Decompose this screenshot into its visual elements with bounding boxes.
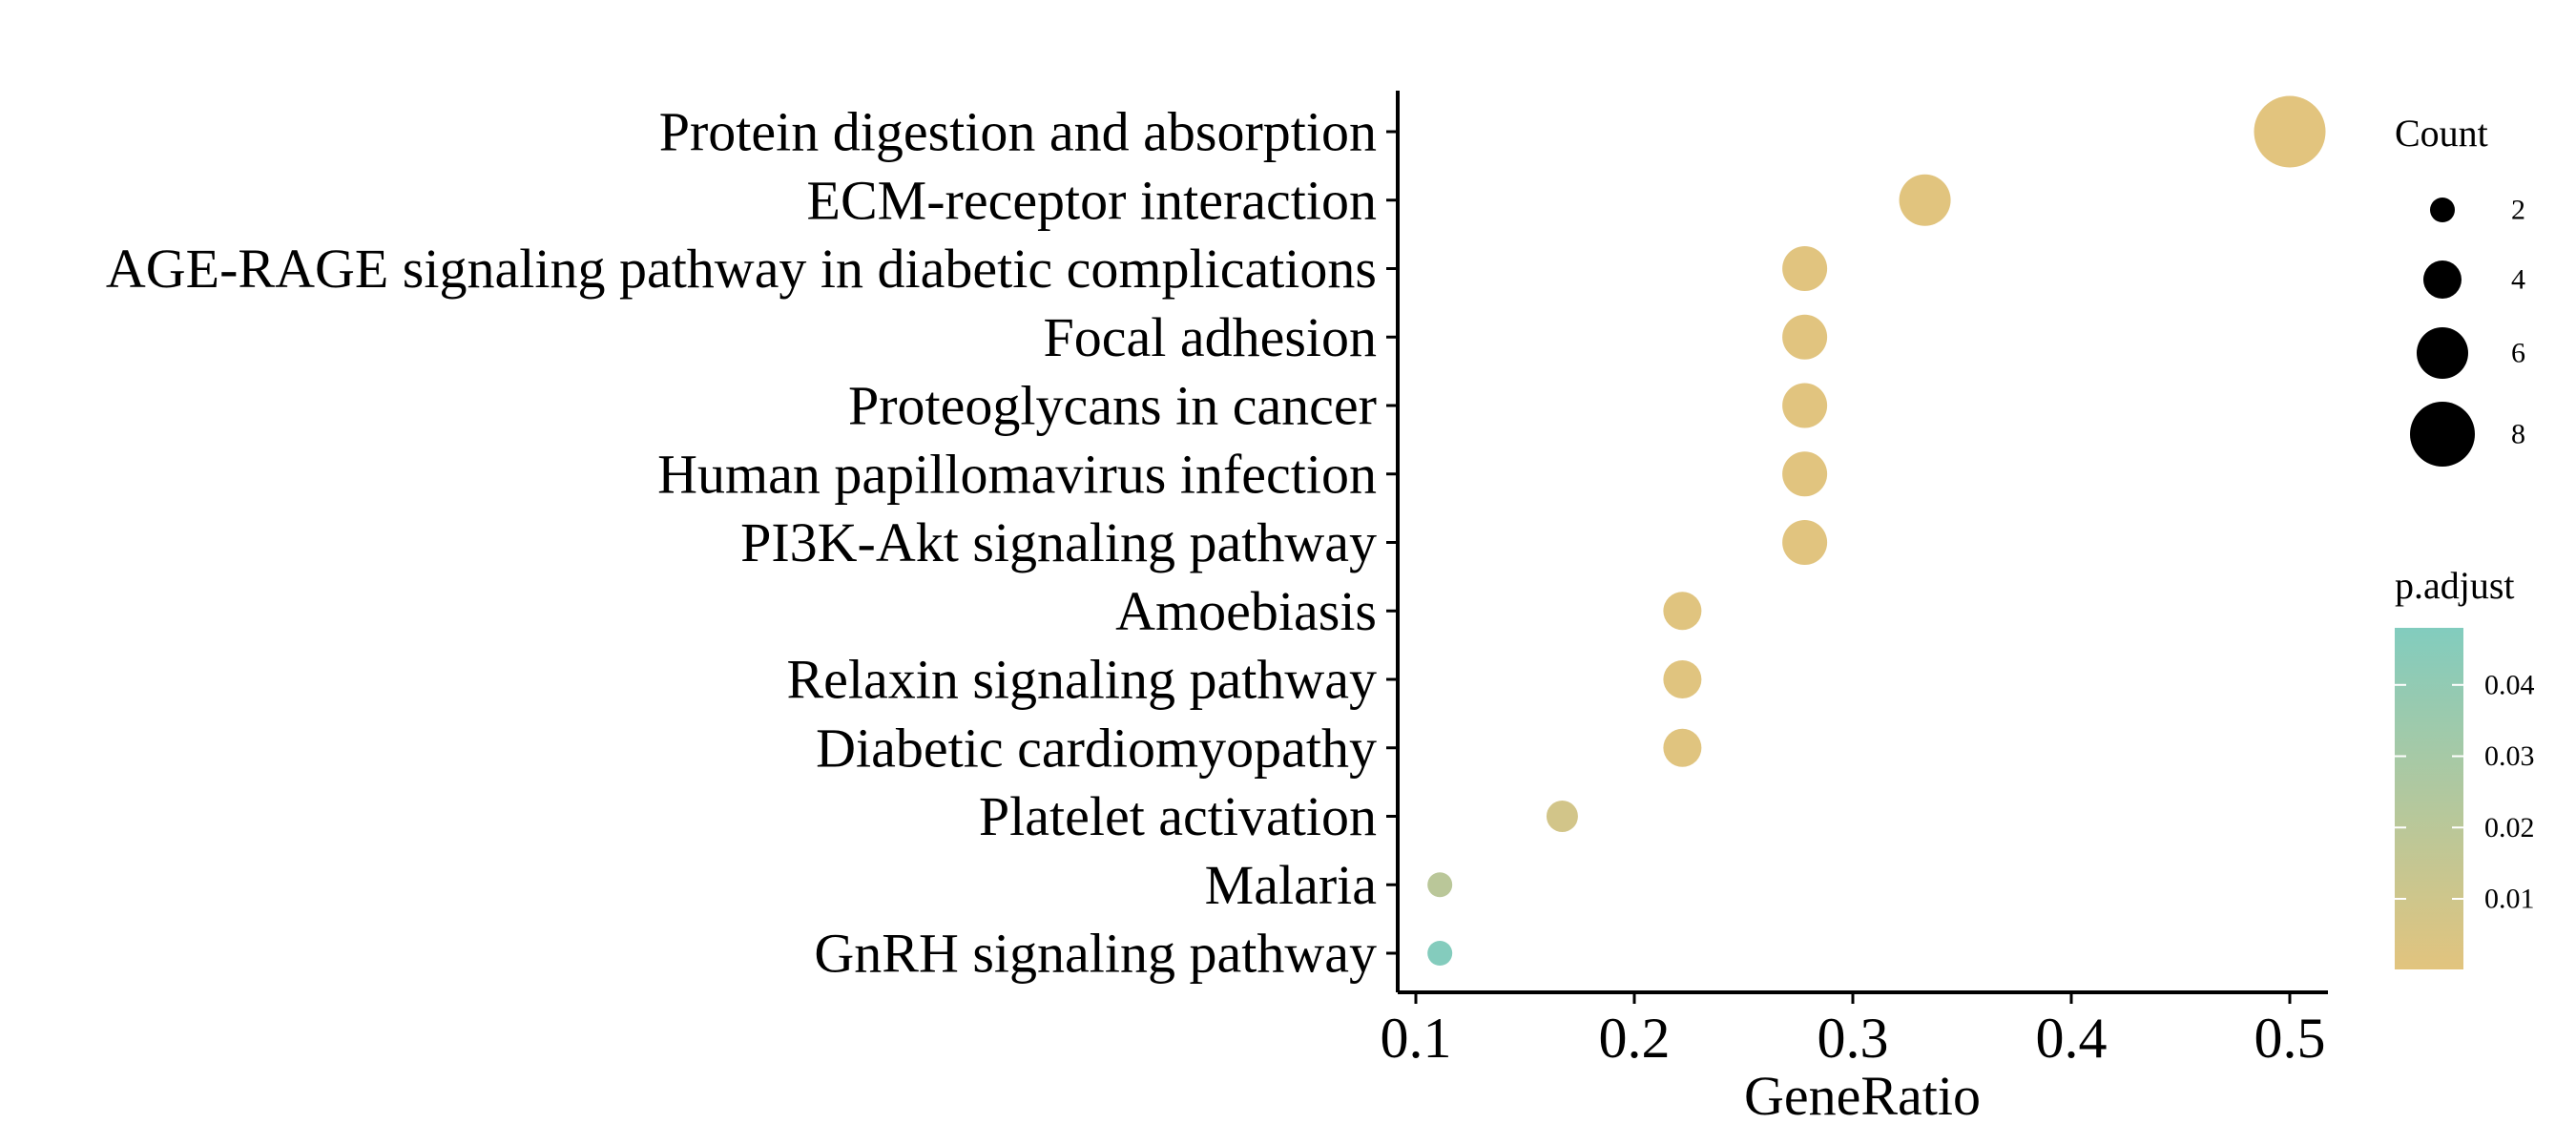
y-tick-label: AGE-RAGE signaling pathway in diabetic c…: [106, 238, 1377, 300]
count-legend-title: Count: [2395, 112, 2488, 155]
count-legend-key: [2410, 402, 2475, 467]
colorbar-label: 0.03: [2484, 740, 2535, 772]
p-adjust-legend: p.adjust 0.01 0.02 0.03 0.04: [2395, 564, 2535, 969]
data-point: [1782, 383, 1828, 428]
count-legend-label: 2: [2511, 195, 2525, 226]
count-legend-key: [2423, 260, 2462, 299]
y-tick-label: Focal adhesion: [1043, 306, 1377, 368]
count-legend-label: 4: [2511, 264, 2525, 296]
count-legend-label: 6: [2511, 338, 2525, 369]
p-adjust-legend-title: p.adjust: [2395, 564, 2515, 607]
x-tick-label: 0.5: [2254, 1007, 2326, 1070]
data-point: [1546, 801, 1578, 832]
x-tick-label: 0.1: [1381, 1007, 1452, 1070]
x-axis-title: GeneRatio: [1744, 1065, 1981, 1127]
y-axis: Protein digestion and absorptionECM-rece…: [106, 91, 1400, 992]
y-tick-label: Proteoglycans in cancer: [848, 375, 1377, 437]
x-tick-label: 0.3: [1818, 1007, 1889, 1070]
data-point: [1782, 314, 1828, 360]
data-point: [1663, 660, 1702, 698]
y-tick-label: GnRH signaling pathway: [814, 923, 1377, 985]
y-tick-label: Protein digestion and absorption: [659, 101, 1377, 163]
x-tick-label: 0.2: [1599, 1007, 1671, 1070]
count-legend-key: [2430, 198, 2455, 222]
data-point: [2254, 95, 2326, 168]
data-point: [1663, 592, 1702, 631]
data-point: [1782, 520, 1828, 565]
count-legend-key: [2417, 327, 2468, 379]
data-point: [1427, 872, 1453, 898]
y-tick-label: Amoebiasis: [1115, 580, 1377, 642]
data-point: [1782, 246, 1828, 291]
y-tick-label: Relaxin signaling pathway: [786, 649, 1377, 711]
data-point: [1663, 728, 1702, 767]
data-point: [1782, 451, 1828, 497]
count-legend: Count 2 4 6 8: [2395, 112, 2525, 467]
y-tick-label: ECM-receptor interaction: [807, 169, 1377, 231]
colorbar-label: 0.04: [2484, 669, 2535, 700]
count-legend-label: 8: [2511, 419, 2525, 450]
x-axis: 0.1 0.2 0.3 0.4 0.5: [1381, 990, 2328, 1070]
p-adjust-colorbar: [2395, 628, 2463, 969]
data-point: [1427, 941, 1453, 966]
data-point: [1899, 174, 1951, 226]
x-tick-label: 0.4: [2036, 1007, 2108, 1070]
colorbar-label: 0.02: [2484, 812, 2535, 843]
colorbar-label: 0.01: [2484, 884, 2535, 915]
y-tick-label: Human papillomavirus infection: [657, 443, 1377, 505]
plot-area: [1427, 95, 2326, 966]
y-tick-label: Malaria: [1205, 854, 1377, 916]
y-tick-label: PI3K-Akt signaling pathway: [740, 511, 1377, 573]
y-tick-label: Diabetic cardiomyopathy: [816, 717, 1377, 779]
y-tick-label: Platelet activation: [979, 785, 1377, 847]
